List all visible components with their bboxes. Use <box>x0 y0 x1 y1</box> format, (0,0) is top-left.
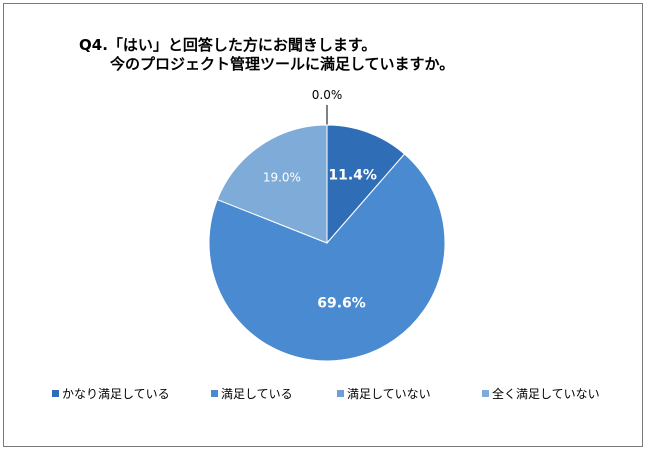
slice-data-label: 19.0% <box>263 171 301 185</box>
pie-slice <box>216 124 328 244</box>
chart-title-line1: Q4.「はい」と回答した方にお聞きします。 <box>79 36 377 54</box>
legend-swatch <box>482 390 489 397</box>
slice-data-label: 69.6% <box>317 296 366 312</box>
legend-label: 満足していない <box>347 387 431 401</box>
slice-data-label: 11.4% <box>328 167 377 183</box>
legend-item: 満足していない <box>337 385 431 402</box>
pie-slice <box>326 124 406 245</box>
legend-swatch <box>337 390 344 397</box>
legend-item: 満足している <box>211 385 293 402</box>
legend-label: 満足している <box>221 387 293 401</box>
legend-label: 全く満足していない <box>492 387 600 401</box>
legend-label: かなり満足している <box>62 387 170 401</box>
chart-legend: かなり満足している 満足している 満足していない 全く満足していない <box>0 385 650 405</box>
legend-item: かなり満足している <box>52 385 170 402</box>
pie-slice <box>208 153 446 362</box>
legend-swatch <box>52 390 59 397</box>
legend-item: 全く満足していない <box>482 385 600 402</box>
legend-swatch <box>211 390 218 397</box>
chart-title-line2: 今のプロジェクト管理ツールに満足していますか。 <box>110 55 455 73</box>
slice-data-label: 0.0% <box>312 88 343 102</box>
